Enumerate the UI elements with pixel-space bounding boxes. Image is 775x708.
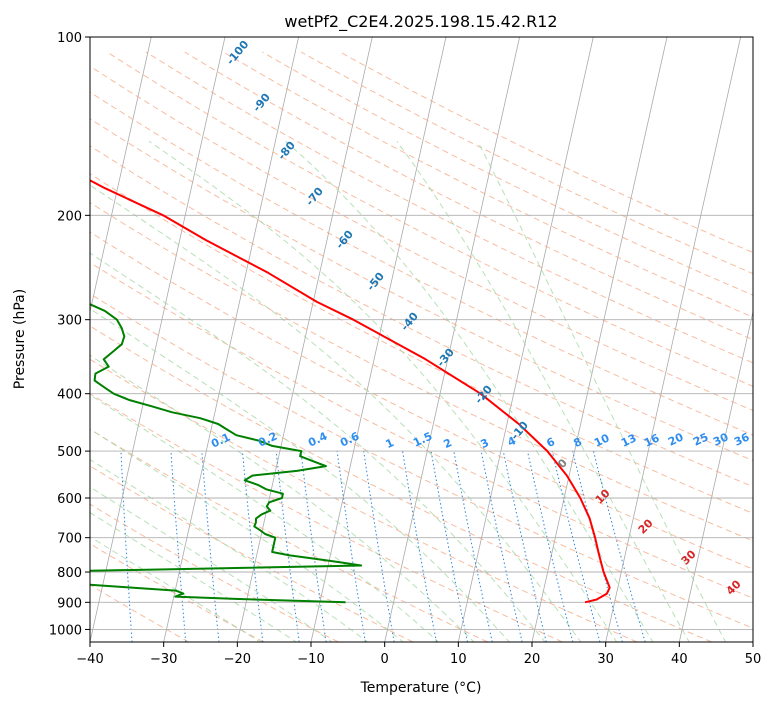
dry-adiabat-line	[106, 51, 753, 387]
mixing-ratio-label: 10	[592, 431, 612, 449]
dewpoint-profile-line	[90, 303, 363, 604]
y-tick-label: 400	[57, 388, 82, 403]
x-tick-label: −20	[224, 652, 251, 667]
moist-adiabat-line	[90, 184, 582, 642]
y-axis-ticks: 100 200 300 400 500 600 700 800 900 1000	[49, 31, 90, 638]
mixing-ratio-line	[502, 451, 547, 642]
mixing-ratio-label: 36	[732, 430, 752, 448]
mixing-ratio-line	[593, 450, 646, 642]
mixing-ratio-line	[430, 451, 468, 642]
x-tick-label: 20	[524, 652, 541, 667]
isotherm-line	[384, 37, 520, 642]
mixing-ratio-label: 30	[711, 430, 731, 448]
moist-adiabat-line	[90, 512, 298, 642]
mixing-ratio-line	[453, 451, 493, 642]
x-axis-title: Temperature (°C)	[360, 680, 482, 696]
mixing-ratio-label: 25	[691, 430, 710, 448]
isotherm-line	[678, 309, 753, 642]
y-tick-label: 700	[57, 532, 82, 547]
mixing-ratio-label: 16	[642, 431, 662, 449]
x-tick-label: 50	[745, 652, 762, 667]
y-tick-label: 1000	[49, 623, 82, 638]
x-tick-label: 40	[671, 652, 688, 667]
isotherm-line	[310, 37, 447, 642]
isotherm-line	[605, 37, 741, 642]
moist-adiabat-line	[285, 140, 654, 642]
mixing-ratio-line	[336, 451, 366, 642]
mixing-ratio-line	[170, 451, 187, 642]
y-tick-label: 300	[57, 314, 82, 329]
dry-adiabat-line	[90, 393, 563, 642]
dry-adiabat-line	[90, 145, 753, 488]
y-tick-label: 200	[57, 209, 82, 224]
dry-adiabat-line	[90, 173, 753, 514]
dry-adiabat-line	[90, 261, 753, 599]
y-tick-label: 800	[57, 566, 82, 581]
moist-adiabat-line	[90, 458, 369, 642]
moist-adiabat-line	[90, 252, 546, 642]
isotherm-line	[90, 37, 226, 642]
x-tick-label: 30	[597, 652, 614, 667]
y-axis-title: Pressure (hPa)	[12, 289, 28, 389]
x-tick-label: −10	[297, 652, 324, 667]
mixing-ratio-line	[551, 450, 601, 642]
moist-adiabat-line	[148, 140, 618, 642]
moist-adiabat-line	[90, 486, 333, 642]
moist-adiabat-line	[90, 308, 511, 642]
isotherm-line	[236, 37, 373, 642]
mixing-ratio-line	[275, 451, 300, 642]
dry-adiabat-line	[90, 65, 753, 412]
mixing-ratio-line	[480, 451, 523, 642]
x-tick-label: −40	[76, 652, 103, 667]
isotherm-line	[531, 37, 668, 642]
moist-adiabat-line	[396, 141, 690, 642]
moist-adiabat-line	[90, 536, 262, 642]
x-tick-label: 10	[450, 652, 467, 667]
y-tick-label: 600	[57, 492, 82, 507]
plot-frame	[89, 36, 754, 643]
mixing-ratio-label: 13	[619, 431, 638, 449]
dry-adiabat-line	[90, 325, 712, 642]
sounding-profiles	[90, 179, 611, 604]
mixing-ratio-line	[527, 450, 574, 642]
chart-title: wetPf2_C2E4.2025.198.15.42.R12	[284, 12, 557, 32]
x-tick-label: −30	[150, 652, 177, 667]
y-tick-label: 500	[57, 445, 82, 460]
dry-adiabat-line	[90, 358, 638, 642]
moist-adiabat-line	[90, 428, 404, 642]
dry-adiabat-line	[223, 51, 753, 318]
isotherm-line	[90, 37, 152, 314]
mixing-ratio-line	[300, 451, 327, 642]
mixing-ratio-line	[241, 451, 264, 642]
x-axis-ticks: −40 −30 −20 −10 0 10 20 30 40 50	[76, 642, 761, 667]
mixing-ratio-label: 20	[666, 430, 686, 448]
y-tick-label: 100	[57, 31, 82, 46]
mixing-ratio-line	[201, 451, 220, 642]
pressure-gridlines	[90, 37, 753, 630]
dry-adiabat-line	[90, 465, 414, 642]
dry-adiabat-line	[90, 428, 488, 642]
moist-adiabat-line	[90, 394, 440, 642]
isotherm-line	[457, 37, 594, 642]
moist-adiabat-line	[477, 141, 727, 642]
dry-adiabat-line	[90, 584, 190, 642]
isotherm-line	[163, 37, 299, 642]
dry-adiabat-line	[184, 51, 753, 341]
x-tick-label: 0	[381, 652, 389, 667]
temperature-profile-line	[90, 179, 611, 604]
y-tick-label: 900	[57, 596, 82, 611]
